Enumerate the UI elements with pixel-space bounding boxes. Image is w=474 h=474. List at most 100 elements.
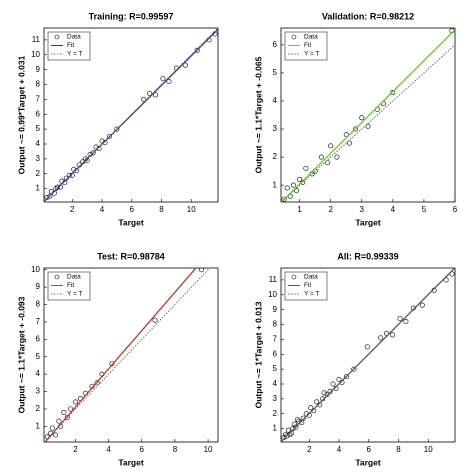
data-point: [403, 319, 409, 325]
y-tick-label: 1: [36, 184, 41, 193]
data-point: [300, 179, 306, 185]
data-point: [343, 132, 349, 138]
data-point: [351, 366, 357, 372]
data-point: [284, 433, 290, 439]
data-point: [99, 138, 105, 144]
data-point: [336, 377, 342, 383]
data-point: [53, 186, 59, 192]
data-point: [390, 332, 396, 338]
y-axis-label: Output ~= 1.1*Target + -0.093: [16, 296, 26, 413]
data-point: [346, 140, 352, 146]
plot-marks: [44, 28, 218, 202]
y-tick-label: 8: [36, 300, 41, 309]
y-tick-label: 2: [273, 409, 278, 418]
data-point: [106, 134, 112, 140]
legend-label: Fit: [67, 282, 74, 289]
y-tick-label: 5: [36, 124, 41, 133]
x-tick-label: 4: [106, 445, 111, 454]
x-tick-label: 2: [307, 445, 312, 454]
y-tick-label: 3: [36, 387, 41, 396]
chart-title: Validation: R=0.98212: [322, 11, 414, 21]
data-point: [198, 268, 204, 273]
legend-label: Fit: [304, 282, 311, 289]
line: [44, 268, 197, 442]
y-tick-label: 1: [36, 421, 41, 430]
y-tick-label: 5: [273, 68, 278, 77]
x-tick-label: 6: [453, 205, 458, 214]
x-tick-label: 1: [297, 205, 302, 214]
legend-marker: [54, 34, 60, 40]
y-tick-label: 10: [31, 265, 40, 274]
data-point: [314, 399, 320, 405]
legend-label: Fit: [67, 42, 74, 49]
data-point: [68, 406, 74, 412]
y-tick-label: 6: [36, 334, 41, 343]
data-point: [152, 317, 158, 323]
data-point: [94, 380, 100, 386]
data-point: [364, 344, 370, 350]
legend-label: Fit: [304, 42, 311, 49]
x-axis-label: Target: [118, 217, 144, 227]
x-tick-label: 10: [204, 445, 213, 454]
y-tick-label: 4: [273, 96, 278, 105]
x-axis-label: Target: [118, 457, 144, 467]
data-point: [390, 90, 396, 96]
x-tick-label: 8: [396, 445, 401, 454]
data-point: [147, 90, 153, 96]
data-point: [325, 160, 331, 166]
data-point: [443, 277, 449, 283]
line: [281, 29, 455, 202]
data-point: [285, 427, 291, 433]
line: [281, 268, 455, 442]
legend-label: Y = T: [304, 291, 320, 298]
y-tick-label: 1: [273, 424, 278, 433]
data-point: [166, 79, 172, 85]
plot-marks: [281, 268, 455, 442]
x-tick-label: 8: [159, 205, 164, 214]
panel: Training: R=0.99597 Target Output ~= 0.99*…: [16, 11, 219, 227]
data-point: [378, 335, 384, 341]
y-tick-label: 7: [36, 317, 41, 326]
legend-label: Data: [67, 274, 81, 281]
y-tick-label: 6: [273, 40, 278, 49]
y-tick-label: 11: [32, 35, 41, 44]
x-tick-label: 8: [173, 445, 178, 454]
y-tick-label: 4: [36, 139, 41, 148]
y-axis-label: Output ~= 1.1*Target + -0.065: [253, 56, 263, 173]
x-tick-label: 2: [73, 445, 78, 454]
data-point: [90, 150, 96, 156]
data-point: [281, 196, 287, 202]
data-point: [114, 126, 120, 132]
y-tick-label: 4: [36, 369, 41, 378]
data-point: [297, 177, 303, 183]
data-point: [293, 424, 299, 430]
y-axis-label: Output ~= 1*Target + 0.013: [253, 301, 263, 408]
line: [44, 28, 218, 202]
x-tick-label: 2: [70, 205, 75, 214]
data-point: [290, 182, 296, 188]
data-point: [321, 390, 327, 396]
y-tick-label: 2: [36, 169, 41, 178]
y-tick-label: 8: [273, 320, 278, 329]
y-tick-label: 3: [36, 154, 41, 163]
data-point: [343, 374, 349, 380]
y-tick-label: 4: [273, 379, 278, 388]
y-tick-label: 7: [273, 334, 278, 343]
x-axis-label: Target: [355, 457, 381, 467]
data-point: [194, 47, 200, 53]
data-point: [334, 154, 340, 160]
x-tick-label: 6: [367, 445, 372, 454]
legend-marker: [54, 274, 60, 280]
line: [44, 28, 218, 202]
data-point: [141, 96, 147, 102]
legend-label: Y = T: [67, 51, 83, 58]
y-tick-label: 3: [273, 394, 278, 403]
data-point: [72, 399, 78, 405]
y-tick-label: 1: [273, 180, 278, 189]
data-point: [54, 184, 60, 190]
y-tick-label: 9: [36, 65, 41, 74]
legend-label: Data: [67, 34, 81, 41]
data-point: [61, 409, 67, 415]
panel: Test: R=0.98784 Target Output ~= 1.1*Targe…: [16, 251, 219, 467]
data-point: [284, 185, 290, 191]
